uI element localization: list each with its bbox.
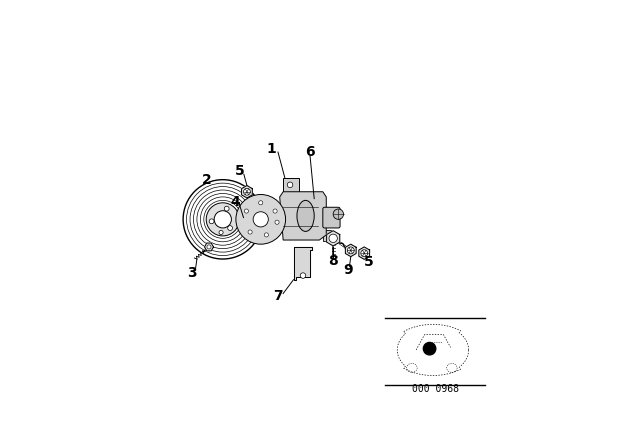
Circle shape [259, 217, 263, 221]
Polygon shape [346, 244, 356, 257]
Circle shape [333, 209, 344, 220]
Text: 7: 7 [273, 289, 283, 303]
Text: 000 0968: 000 0968 [412, 384, 459, 394]
Polygon shape [283, 178, 299, 192]
Text: 8: 8 [328, 254, 338, 268]
Text: 4: 4 [230, 195, 241, 209]
Ellipse shape [297, 200, 314, 232]
Circle shape [224, 206, 229, 211]
Circle shape [273, 209, 277, 213]
Text: 5: 5 [364, 255, 374, 269]
Polygon shape [294, 247, 312, 280]
Polygon shape [359, 247, 369, 259]
Circle shape [300, 273, 306, 278]
Circle shape [361, 250, 367, 257]
Circle shape [228, 226, 232, 230]
Text: 5: 5 [235, 164, 245, 178]
Bar [323, 230, 332, 241]
Text: 1: 1 [266, 142, 276, 155]
Circle shape [243, 188, 250, 195]
Circle shape [287, 182, 293, 188]
Text: 6: 6 [305, 145, 315, 159]
Polygon shape [280, 192, 326, 240]
Circle shape [329, 234, 337, 242]
Text: 3: 3 [187, 266, 196, 280]
Circle shape [236, 194, 285, 244]
FancyBboxPatch shape [323, 207, 340, 228]
Circle shape [348, 247, 354, 254]
Polygon shape [205, 243, 214, 251]
Circle shape [219, 230, 223, 234]
Circle shape [259, 201, 263, 205]
Polygon shape [256, 215, 266, 224]
Circle shape [424, 342, 436, 355]
Circle shape [206, 203, 239, 236]
Circle shape [264, 233, 268, 237]
Polygon shape [241, 185, 252, 198]
Polygon shape [326, 231, 340, 246]
Circle shape [207, 245, 211, 249]
Circle shape [253, 212, 268, 227]
Circle shape [275, 220, 279, 224]
Text: 9: 9 [343, 263, 353, 277]
Circle shape [248, 230, 252, 234]
Circle shape [214, 211, 232, 228]
Circle shape [244, 209, 248, 213]
Text: 2: 2 [202, 172, 211, 187]
Circle shape [209, 219, 214, 224]
